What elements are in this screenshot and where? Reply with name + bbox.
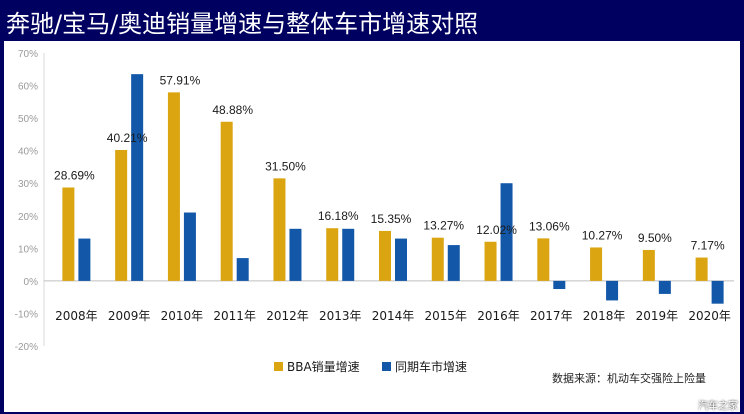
y-tick-label: 50% <box>18 114 38 125</box>
legend-swatch-market <box>382 362 391 371</box>
x-tick-label: 2018年 <box>583 309 626 323</box>
data-label-bba: 9.50% <box>638 231 672 245</box>
bar-bba <box>326 228 339 281</box>
x-tick-label: 2008年 <box>55 309 98 323</box>
bar-market <box>711 280 724 304</box>
bar-bba <box>62 187 75 281</box>
x-tick-label: 2010年 <box>161 309 204 323</box>
legend-label-bba: BBA销量增速 <box>287 360 360 374</box>
bar-market <box>289 228 302 281</box>
x-tick-label: 2009年 <box>108 309 151 323</box>
bar-bba <box>484 241 497 281</box>
bar-bba <box>379 230 391 281</box>
x-tick-label: 2017年 <box>530 309 573 323</box>
data-label-bba: 31.50% <box>265 159 306 173</box>
y-tick-label: 0% <box>24 277 39 288</box>
data-label-bba: 40.21% <box>107 131 148 145</box>
bar-market <box>183 212 196 281</box>
x-tick-label: 2020年 <box>688 309 731 323</box>
data-label-bba: 12.02% <box>476 223 517 237</box>
chart-title: 奔驰/宝马/奥迪销量增速与整体车市增速对照 <box>6 10 479 38</box>
y-tick-label: 60% <box>18 82 38 93</box>
watermark-text: 汽车之家 <box>698 401 738 412</box>
bar-market <box>236 258 249 281</box>
bar-market <box>78 238 91 281</box>
data-label-bba: 28.69% <box>54 168 95 182</box>
data-label-bba: 57.91% <box>160 73 201 87</box>
legend-label-market: 同期车市增速 <box>395 359 467 374</box>
x-tick-label: 2013年 <box>319 309 362 323</box>
bar-market <box>553 280 566 290</box>
bar-bba <box>167 92 180 281</box>
bar-bba <box>695 257 708 281</box>
bar-chart: 70% 60% 50% 40% 30% 20% 10% 0% -10% -20% 28.69% 200… <box>15 49 734 374</box>
bar-market <box>342 228 355 281</box>
data-label-bba: 15.35% <box>371 212 412 226</box>
data-label-bba: 10.27% <box>582 228 623 242</box>
x-tick-label: 2019年 <box>636 309 679 323</box>
data-label-bba: 48.88% <box>212 103 253 117</box>
x-tick-label: 2011年 <box>213 309 256 323</box>
y-tick-label: 70% <box>18 49 38 60</box>
y-tick-label: -20% <box>15 342 38 353</box>
x-tick-label: 2014年 <box>372 309 415 323</box>
chart-panel: 70% 60% 50% 40% 30% 20% 10% 0% -10% -20% 28.69% 200… <box>4 41 740 412</box>
bar-bba <box>642 249 655 281</box>
data-label-bba: 7.17% <box>691 239 725 253</box>
bar-bba <box>590 247 603 281</box>
data-label-bba: 13.27% <box>423 219 464 233</box>
data-label-bba: 16.18% <box>318 209 359 223</box>
y-tick-label: 30% <box>18 179 38 190</box>
bar-bba <box>220 121 233 281</box>
data-label-bba: 13.06% <box>529 219 570 233</box>
bar-bba <box>115 149 128 281</box>
y-tick-label: 20% <box>18 212 38 223</box>
bar-market <box>131 74 144 281</box>
bar-market <box>658 280 671 294</box>
legend-swatch-bba <box>274 362 283 371</box>
x-tick-label: 2015年 <box>424 309 467 323</box>
x-tick-label: 2012年 <box>266 309 309 323</box>
bar-bba <box>431 237 444 281</box>
bar-market <box>395 238 407 281</box>
bar-market <box>500 183 513 281</box>
bar-bba <box>537 238 550 281</box>
y-tick-label: 10% <box>18 244 38 255</box>
x-tick-label: 2016年 <box>477 309 520 323</box>
bar-bba <box>273 178 286 281</box>
bar-market <box>606 280 619 301</box>
data-source-note: 数据来源：机动车交强险上险量 <box>552 372 706 385</box>
y-tick-label: 40% <box>18 147 38 158</box>
bar-market <box>447 245 460 281</box>
y-tick-label: -10% <box>15 309 38 320</box>
